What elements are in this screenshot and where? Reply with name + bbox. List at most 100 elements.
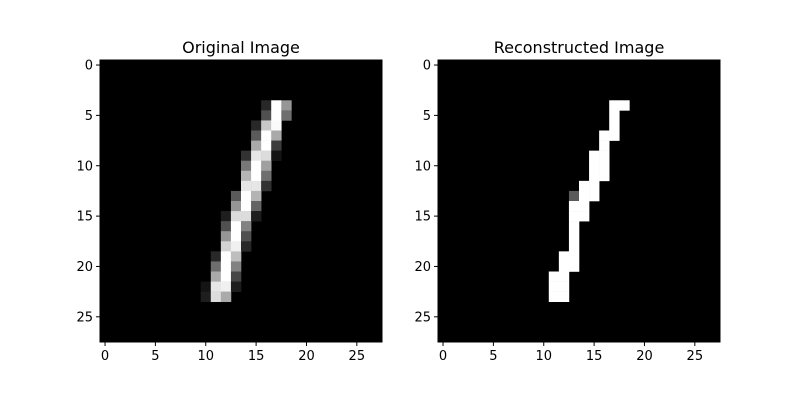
y-tick-label: 0: [85, 59, 93, 74]
x-tick-label: 25: [687, 349, 704, 364]
pixel: [271, 100, 282, 111]
pixel: [210, 271, 222, 282]
y-tick-label: 15: [414, 210, 431, 225]
pixel: [230, 251, 242, 262]
y-tick-label: 10: [76, 159, 93, 174]
axis-ticks: 0 5 10 15 20 25 0 5 10 15 20 25: [76, 59, 365, 364]
pixel: [241, 241, 252, 252]
pixel: [241, 160, 252, 172]
pixel: [568, 211, 580, 222]
pixel: [241, 211, 252, 222]
pixel: [220, 241, 232, 252]
x-tick-label: 25: [349, 349, 366, 364]
pixel: [558, 271, 570, 282]
pixel: [568, 241, 580, 252]
pixel: [271, 150, 282, 162]
pixel: [220, 261, 232, 272]
pixel: [261, 180, 272, 192]
panel-title: Reconstructed Image: [494, 38, 665, 57]
pixel: [589, 160, 600, 172]
pixel: [210, 251, 222, 262]
image-pixels: [100, 60, 382, 342]
x-tick-label: 5: [151, 349, 159, 364]
panel-original-image: Original Image 0 5 10 15 20 25 0 5 10 15 20 25: [76, 38, 383, 364]
pixel: [230, 221, 242, 232]
y-tick-label: 20: [76, 260, 93, 275]
pixel: [251, 130, 262, 141]
pixel: [261, 130, 272, 141]
pixel: [568, 201, 580, 212]
pixel: [241, 201, 252, 212]
pixel: [241, 190, 252, 202]
pixel: [210, 291, 222, 303]
pixel: [241, 231, 252, 242]
pixel: [261, 140, 272, 151]
pixel: [568, 261, 580, 272]
pixel: [271, 130, 282, 141]
axes-frame: [437, 59, 721, 343]
pixel: [220, 251, 232, 262]
pixel: [599, 140, 610, 151]
pixel: [619, 100, 630, 111]
panel-title: Original Image: [182, 38, 300, 57]
pixel: [271, 120, 282, 131]
pixel: [200, 281, 212, 292]
pixel: [609, 130, 620, 141]
pixel: [281, 100, 292, 111]
y-tick-label: 25: [414, 310, 431, 325]
pixel: [589, 180, 600, 192]
pixel: [241, 170, 252, 182]
pixel: [220, 231, 232, 242]
pixel: [579, 190, 590, 202]
panel-reconstructed-image: Reconstructed Image 0 5 10 15 20 25 0 5 10 15 20 25: [414, 38, 721, 364]
pixel: [241, 221, 252, 232]
x-tick-label: 10: [535, 349, 552, 364]
pixel: [271, 140, 282, 151]
pixel: [609, 100, 620, 111]
pixel: [230, 190, 242, 202]
pixel: [548, 281, 560, 292]
x-tick-label: 15: [586, 349, 603, 364]
x-tick-label: 10: [197, 349, 214, 364]
y-tick-label: 15: [76, 210, 93, 225]
pixel: [251, 190, 262, 202]
pixel: [568, 190, 580, 202]
pixel: [210, 261, 222, 272]
pixel: [589, 150, 600, 162]
pixel: [568, 251, 580, 262]
pixel: [251, 120, 262, 131]
pixel: [558, 291, 570, 303]
pixel: [579, 211, 590, 222]
pixel: [261, 170, 272, 182]
pixel: [609, 110, 620, 121]
y-tick-label: 5: [423, 109, 431, 124]
pixel: [220, 291, 232, 303]
pixel: [261, 160, 272, 172]
pixel: [589, 190, 600, 202]
pixel: [230, 211, 242, 222]
x-tick-label: 0: [101, 349, 109, 364]
pixel: [251, 170, 262, 182]
pixel: [261, 110, 272, 121]
pixel: [210, 281, 222, 292]
x-tick-label: 0: [439, 349, 447, 364]
pixel: [599, 160, 610, 172]
pixel: [558, 261, 570, 272]
pixel: [609, 120, 620, 131]
pixel: [251, 160, 262, 172]
pixel: [241, 150, 252, 162]
y-tick-label: 25: [76, 310, 93, 325]
pixel: [261, 100, 272, 111]
pixel: [200, 291, 212, 303]
pixel: [230, 261, 242, 272]
axes-frame: [99, 59, 383, 343]
pixel: [230, 201, 242, 212]
pixel: [548, 291, 560, 303]
x-tick-label: 5: [489, 349, 497, 364]
pixel: [548, 271, 560, 282]
pixel: [579, 180, 590, 192]
pixel: [230, 281, 242, 292]
pixel: [251, 180, 262, 192]
pixel: [579, 201, 590, 212]
